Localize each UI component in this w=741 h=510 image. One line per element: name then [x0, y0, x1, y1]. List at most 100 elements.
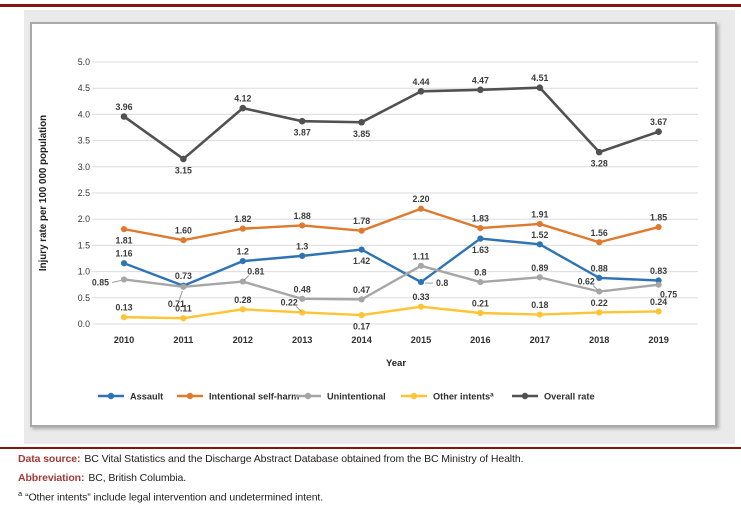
data-point [595, 148, 603, 156]
data-point [239, 104, 247, 112]
data-point [358, 246, 365, 253]
data-point [655, 128, 662, 135]
data-point [417, 303, 425, 310]
data-point [120, 113, 128, 120]
data-label: 1.63 [472, 245, 489, 255]
y-tick-label: 3.5 [78, 136, 90, 146]
data-label: 4.12 [234, 94, 251, 104]
data-label: 1.82 [234, 214, 251, 224]
legend-label: Other intentsa [433, 392, 494, 402]
data-label: 0.8 [474, 268, 486, 278]
x-tick-label: 2017 [530, 335, 550, 345]
data-label: 2.20 [412, 194, 429, 204]
label-leader-line [592, 285, 599, 291]
label-leader-line [111, 280, 122, 283]
y-axis-title: Injury rate per 100 000 population [38, 115, 49, 271]
data-point [358, 227, 365, 234]
data-point [299, 252, 306, 259]
data-source-label: Data source: [18, 453, 81, 465]
x-tick-label: 2013 [292, 335, 312, 345]
data-label: 1.3 [296, 241, 308, 251]
data-label: 0.71 [168, 299, 185, 309]
data-label: 0.33 [412, 292, 429, 302]
data-point [596, 309, 603, 316]
legend-item-overall-rate: Overall rate [512, 392, 595, 402]
data-label: 0.85 [92, 277, 109, 287]
top-rule [0, 4, 741, 7]
data-point [358, 296, 365, 303]
label-leader-line [243, 275, 250, 281]
data-point [120, 226, 128, 233]
y-axis-tick-labels: 0.0 0.5 1.0 1.5 2.0 2.5 3.0 3.5 4.0 4.5 5.0 [78, 57, 90, 329]
y-tick-label: 0.0 [78, 319, 90, 329]
data-label: 1.83 [472, 214, 489, 224]
legend: Assault Intentional self-harm Unintentiona… [98, 392, 595, 402]
data-label: 0.28 [234, 295, 251, 305]
series-unintentional [120, 262, 662, 303]
legend-item-unintentional: Unintentional [295, 392, 386, 402]
data-label: 0.47 [353, 285, 370, 295]
series-overall-rate [120, 84, 662, 163]
data-label: 1.2 [237, 247, 249, 257]
data-label: 0.11 [175, 304, 192, 314]
legend-label: Assault [130, 392, 163, 402]
x-tick-label: 2012 [233, 335, 253, 345]
data-label: 1.56 [591, 228, 608, 238]
legend-item-assault: Assault [98, 392, 163, 402]
data-label: 3.28 [591, 159, 608, 169]
data-point [299, 295, 306, 302]
y-tick-label: 5.0 [78, 57, 90, 67]
data-source-line: Data source: BC Vital Statistics and the … [18, 453, 733, 465]
data-label: 0.83 [650, 266, 667, 276]
data-point [477, 86, 484, 94]
data-label: 0.8 [436, 278, 448, 288]
x-tick-label: 2016 [470, 335, 490, 345]
data-labels-other-intents: 0.13 0.11 0.28 0.22 0.17 0.33 0.21 0.18 0.22 0.24 [115, 292, 667, 331]
data-label: 0.88 [591, 263, 608, 273]
data-point [536, 241, 543, 248]
y-tick-label: 1.0 [78, 267, 90, 277]
y-tick-label: 1.5 [78, 240, 90, 250]
legend-label: Intentional self-harm [209, 392, 299, 402]
data-label: 0.48 [294, 284, 311, 294]
data-label: 1.81 [115, 236, 132, 246]
data-point [477, 225, 484, 232]
footnote-line: a “Other intents” include legal intervent… [18, 489, 733, 504]
data-point [596, 239, 603, 246]
data-label: 4.44 [412, 77, 429, 87]
y-tick-label: 4.0 [78, 109, 90, 119]
data-point [120, 260, 128, 267]
data-label: 1.60 [175, 226, 192, 236]
data-label: 4.47 [472, 75, 489, 85]
data-label: 3.85 [353, 129, 370, 139]
data-point [180, 155, 187, 163]
data-label: 0.18 [531, 300, 548, 310]
data-point [120, 276, 128, 283]
figure-outer-panel: 0.0 0.5 1.0 1.5 2.0 2.5 3.0 3.5 4.0 4.5 5.0 Injury … [24, 10, 735, 444]
bottom-rule [0, 447, 741, 449]
series-line-unintentional [122, 264, 660, 301]
data-label: 0.62 [578, 277, 595, 287]
data-label: 0.17 [353, 322, 370, 332]
data-label: 0.21 [472, 298, 489, 308]
data-label: 1.78 [353, 216, 370, 226]
legend-marker-dot [107, 392, 115, 400]
data-point [655, 308, 662, 315]
data-point [358, 118, 365, 126]
data-label: 1.16 [115, 249, 132, 259]
label-leader-line [295, 306, 302, 312]
data-point [417, 278, 425, 286]
data-point [596, 274, 603, 281]
data-label: 0.24 [650, 297, 667, 307]
abbreviation-label: Abbreviation: [18, 471, 85, 484]
injury-rate-line-chart: 0.0 0.5 1.0 1.5 2.0 2.5 3.0 3.5 4.0 4.5 5.0 Injury … [38, 57, 698, 402]
data-point [298, 117, 306, 125]
data-point [180, 283, 187, 290]
data-point [655, 223, 662, 231]
data-point [417, 262, 425, 269]
data-label: 3.15 [175, 165, 192, 175]
legend-label: Unintentional [327, 392, 386, 402]
series-other-intents [120, 303, 662, 322]
data-point [536, 84, 544, 91]
